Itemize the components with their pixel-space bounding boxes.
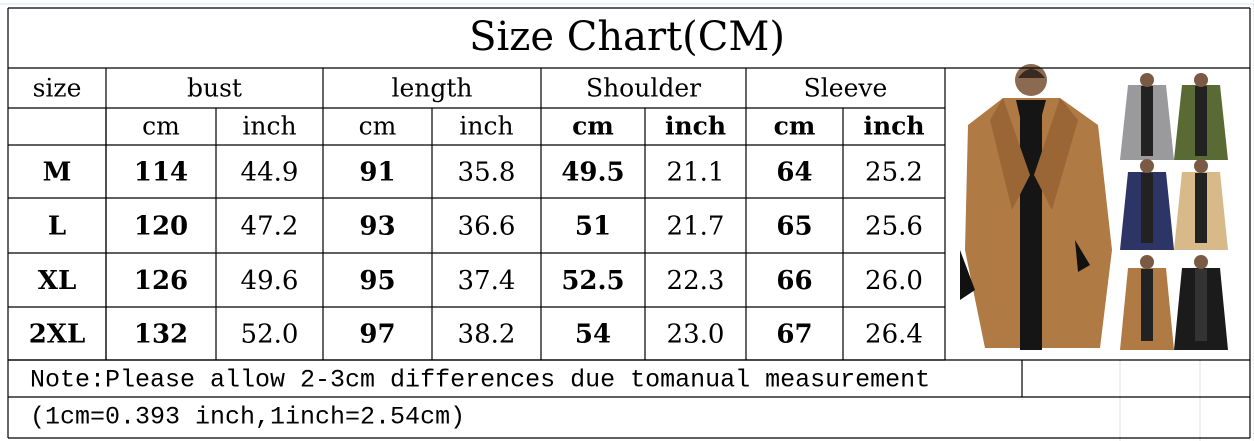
cell-value: 47.2: [241, 212, 299, 242]
size-label: 2XL: [29, 320, 86, 350]
cell-value: 26.0: [865, 266, 923, 296]
cell-value: 67: [776, 320, 812, 350]
unit-label: inch: [242, 112, 296, 141]
note: Note:Please allow 2-3cm differences due …: [30, 366, 930, 395]
column-header: Sleeve: [804, 74, 888, 103]
size-label: XL: [38, 266, 76, 296]
cell-value: 37.4: [458, 266, 516, 296]
cell-value: 51: [575, 212, 611, 242]
cell-value: 49.5: [561, 158, 624, 188]
cell-value: 66: [776, 266, 812, 296]
size-label: M: [43, 158, 72, 188]
cell-value: 120: [134, 212, 188, 242]
cell-value: 25.2: [865, 158, 923, 188]
product-photo: [948, 64, 1248, 358]
unit-label: cm: [359, 112, 397, 141]
unit-label: inch: [665, 112, 726, 141]
unit-label: inch: [863, 112, 924, 141]
cell-value: 52.5: [561, 266, 624, 296]
cell-value: 21.1: [667, 158, 725, 188]
cell-value: 114: [134, 158, 188, 188]
cell-value: 44.9: [241, 158, 299, 188]
cell-value: 65: [776, 212, 812, 242]
cell-value: 95: [359, 266, 395, 296]
size-label: L: [48, 212, 66, 242]
unit-label: cm: [572, 112, 614, 141]
title: Size Chart(CM): [469, 14, 785, 60]
cell-value: 22.3: [667, 266, 725, 296]
cell-value: 64: [776, 158, 812, 188]
cell-value: 35.8: [458, 158, 516, 188]
cell-value: 93: [359, 212, 395, 242]
cell-value: 25.6: [865, 212, 923, 242]
column-header: size: [33, 74, 82, 103]
cell-value: 36.6: [458, 212, 516, 242]
cell-value: 54: [575, 320, 611, 350]
cell-value: 23.0: [667, 320, 725, 350]
cell-value: 26.4: [865, 320, 923, 350]
unit-label: cm: [142, 112, 180, 141]
column-header: Shoulder: [586, 74, 701, 103]
cell-value: 97: [359, 320, 395, 350]
unit-label: inch: [459, 112, 513, 141]
cell-value: 21.7: [667, 212, 725, 242]
cell-value: 52.0: [241, 320, 299, 350]
cell-value: 38.2: [458, 320, 516, 350]
cell-value: 91: [359, 158, 395, 188]
cell-value: 49.6: [241, 266, 299, 296]
cell-value: 132: [134, 320, 188, 350]
note: (1cm=0.393 inch,1inch=2.54cm): [30, 403, 465, 432]
column-header: bust: [187, 74, 242, 103]
unit-label: cm: [774, 112, 816, 141]
column-header: length: [391, 74, 472, 103]
cell-value: 126: [134, 266, 188, 296]
